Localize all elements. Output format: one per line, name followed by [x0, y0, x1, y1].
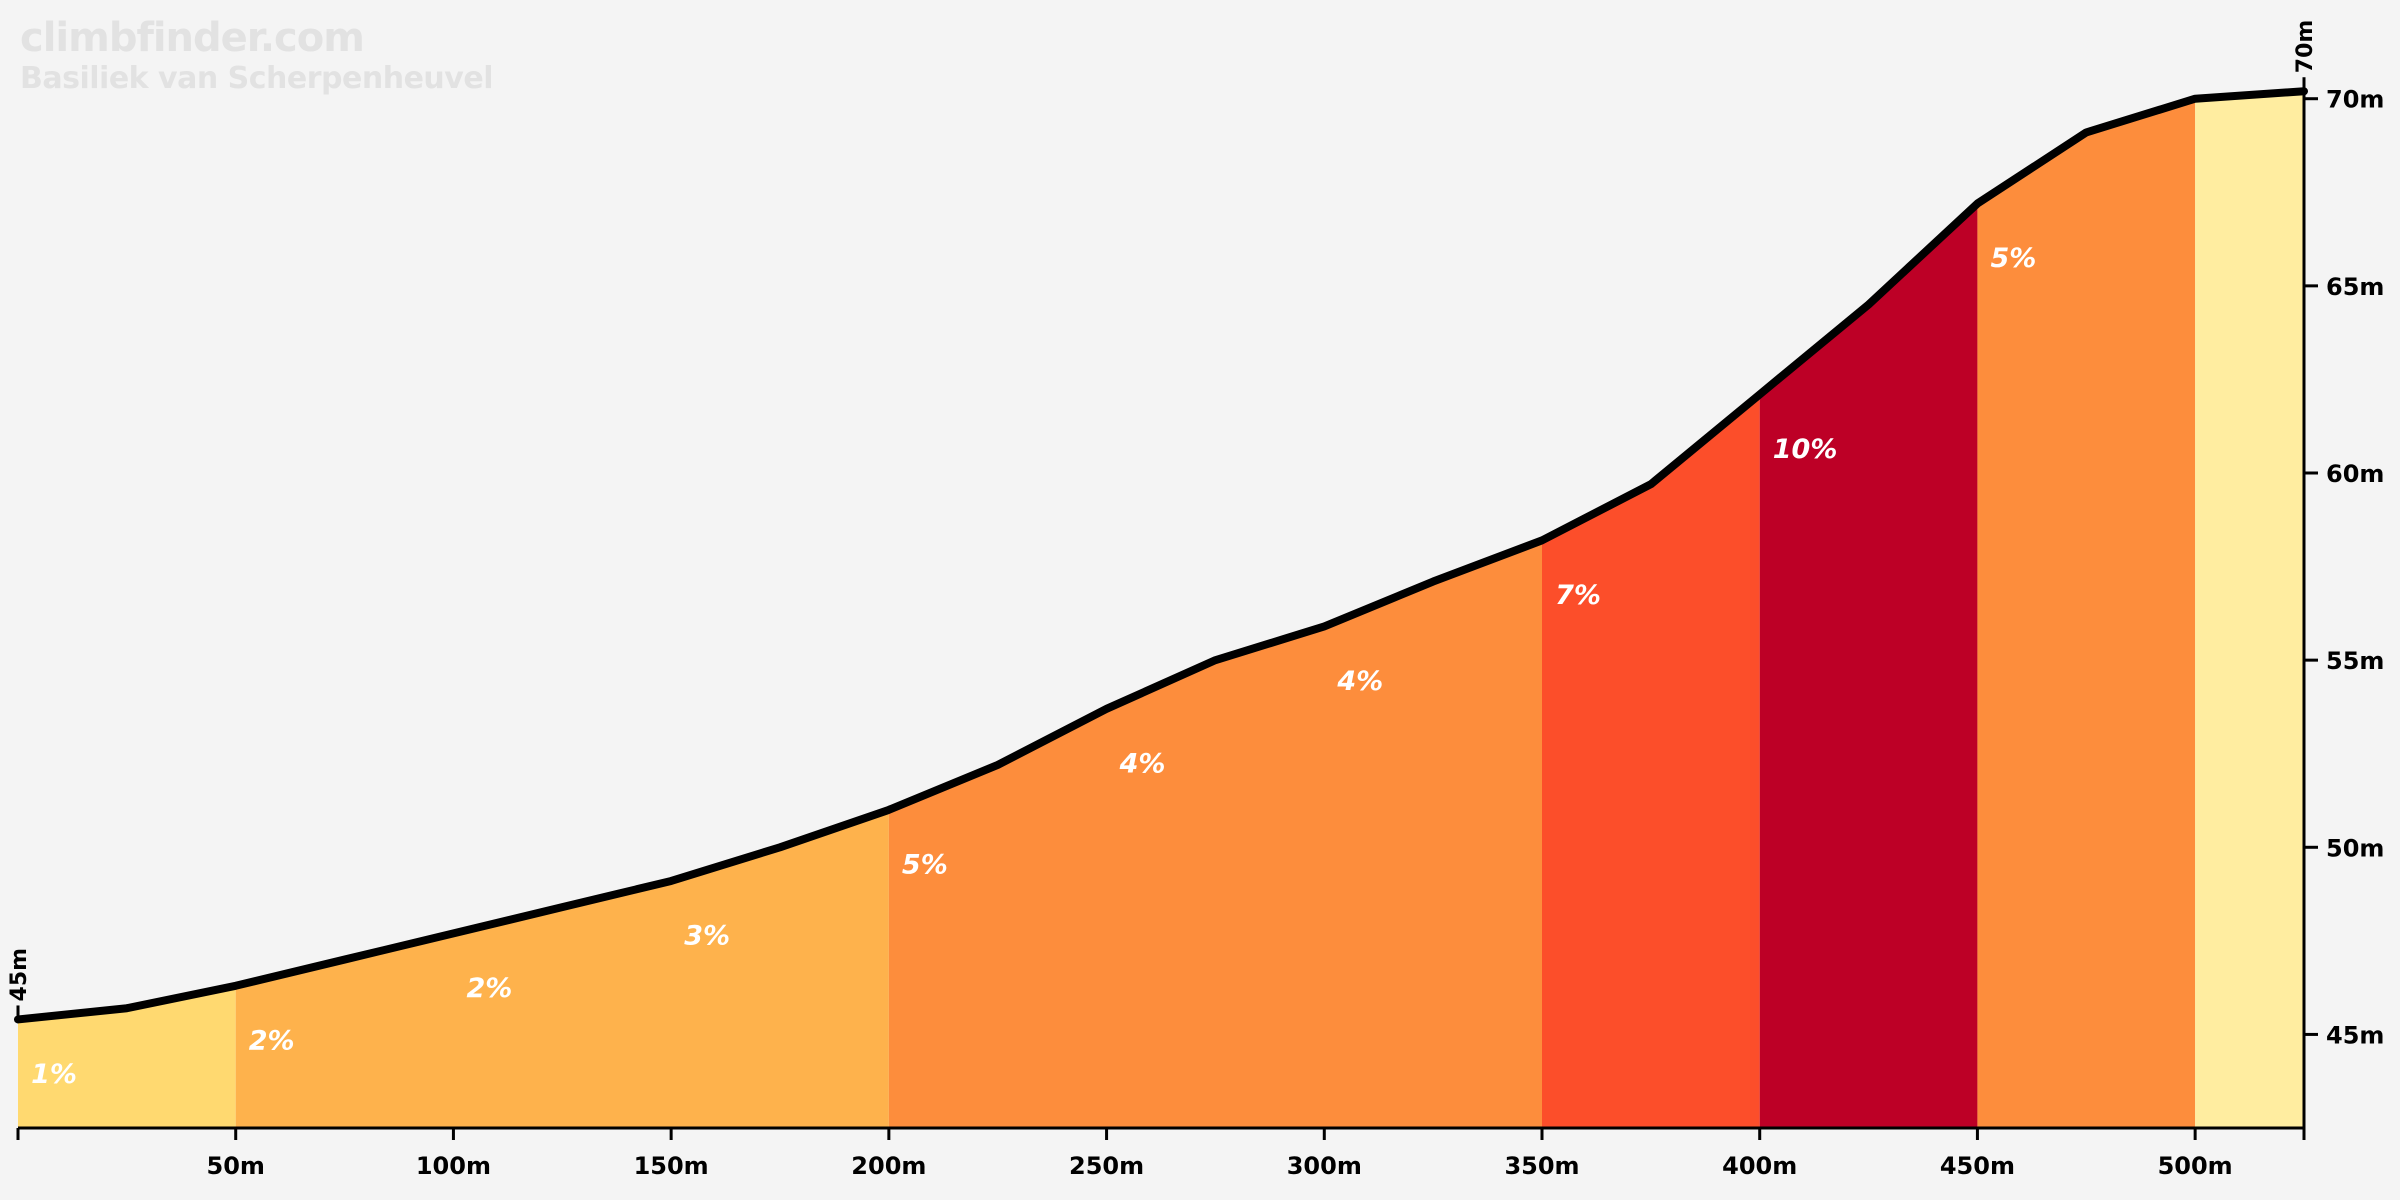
gradient-label: 2% [249, 1025, 295, 1056]
y-tick-label: 70m [2326, 86, 2384, 114]
site-name: climbfinder.com [20, 15, 365, 61]
x-tick-label: 400m [1722, 1152, 1797, 1180]
gradient-segment-4 [1542, 394, 1760, 1128]
start-elevation-label: 45m [7, 948, 32, 1002]
y-tick-label: 45m [2326, 1021, 2384, 1049]
y-tick-label: 50m [2326, 834, 2384, 862]
x-tick-label: 250m [1069, 1152, 1144, 1180]
gradient-segment-3 [888, 540, 1542, 1128]
gradient-label: 3% [684, 921, 730, 952]
gradient-label: 4% [1336, 666, 1383, 697]
axes: 50m 100m 150m 200m 250m 300m 350m 400m 450m 500m 4… [7, 20, 2384, 1180]
x-tick-label: 500m [2158, 1152, 2233, 1180]
gradient-label: 10% [1773, 434, 1838, 465]
gradient-segment-7 [2195, 91, 2304, 1129]
gradient-label: 7% [1555, 580, 1601, 611]
gradient-label: 4% [1119, 748, 1166, 779]
x-tick-label: 150m [634, 1152, 709, 1180]
y-tick-label: 65m [2326, 273, 2384, 301]
y-tick-label: 60m [2326, 460, 2384, 488]
x-tick-label: 50m [207, 1152, 265, 1180]
end-elevation-label: 70m [2293, 20, 2318, 74]
gradient-segment-6 [1977, 98, 2196, 1129]
gradient-segment-5 [1759, 203, 1978, 1128]
y-tick-label: 55m [2326, 647, 2384, 675]
x-tick-label: 450m [1940, 1152, 2015, 1180]
x-tick-label: 350m [1504, 1152, 1579, 1180]
branding: climbfinder.com Basiliek van Scherpenheu… [20, 18, 493, 94]
elevation-line [14, 87, 2308, 1024]
gradient-segments [18, 91, 2304, 1129]
x-tick-label: 300m [1287, 1152, 1362, 1180]
gradient-segment-2 [235, 809, 889, 1128]
x-tick-label: 200m [851, 1152, 926, 1180]
gradient-label: 1% [31, 1059, 77, 1090]
gradient-label: 2% [466, 973, 512, 1004]
elevation-line-group [14, 87, 2308, 1024]
gradient-segment-1 [18, 985, 236, 1128]
x-tick-label: 100m [416, 1152, 491, 1180]
gradient-labels: 1% 2% 2% 3% 5% 4% 4% 7% 10% 5% [31, 243, 2036, 1090]
gradient-label: 5% [902, 849, 948, 880]
climb-name: Basiliek van Scherpenheuvel [20, 61, 493, 96]
gradient-label: 5% [1990, 243, 2036, 274]
